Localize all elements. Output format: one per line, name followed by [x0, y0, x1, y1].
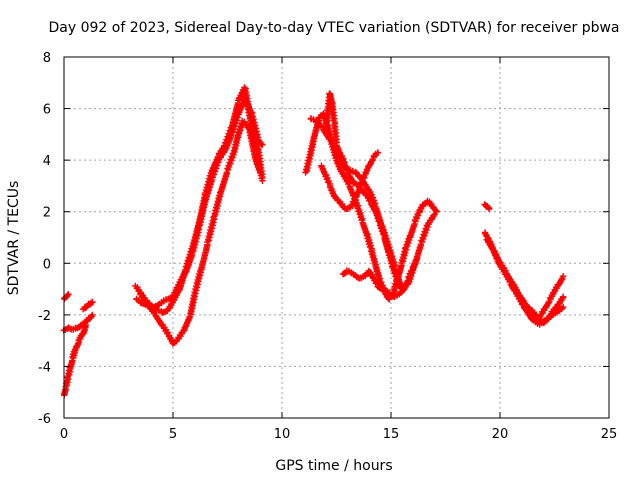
series-track: [60, 311, 96, 334]
series-track: [61, 291, 72, 303]
x-tick-label: 20: [492, 427, 509, 442]
data-point: [431, 211, 438, 218]
x-tick-label: 25: [601, 427, 618, 442]
data-point: [370, 257, 377, 264]
axis-ticks: 0 5 10 15 20 25 -6 -4 -2 0 2 4 6 8: [38, 51, 617, 442]
y-tick-label: -4: [38, 360, 51, 375]
x-tick-label: 0: [60, 427, 68, 442]
data-point: [545, 299, 552, 306]
y-tick-label: 4: [43, 154, 51, 169]
x-tick-label: 10: [274, 427, 291, 442]
data-point: [374, 149, 382, 156]
data-point: [409, 263, 417, 270]
data-point: [64, 292, 71, 299]
data-point: [89, 311, 96, 319]
series-track: [61, 322, 89, 399]
x-tick-label: 5: [169, 427, 177, 442]
data-point: [558, 305, 566, 312]
series-track: [339, 254, 421, 300]
data-point: [89, 298, 96, 306]
data-point: [224, 141, 231, 148]
series-track: [481, 201, 493, 213]
y-tick-label: -6: [38, 412, 51, 427]
data-point: [560, 273, 567, 280]
y-axis-label: SDTVAR / TECUs: [6, 181, 22, 296]
data-point: [312, 127, 319, 134]
data-point: [226, 135, 233, 142]
data-point: [65, 291, 72, 298]
data-point: [368, 248, 375, 255]
series-track: [514, 290, 567, 326]
data-point: [259, 177, 266, 184]
y-tick-label: 6: [43, 103, 51, 118]
data-point: [560, 303, 567, 311]
data-point: [221, 146, 229, 154]
y-tick-label: -2: [38, 309, 51, 324]
data-point: [346, 184, 354, 192]
series-track: [79, 298, 96, 313]
data-point: [430, 212, 437, 219]
chart-title: Day 092 of 2023, Sidereal Day-to-day VTE…: [48, 20, 619, 36]
data-points: [60, 84, 567, 399]
data-point: [223, 144, 230, 151]
data-point: [225, 138, 232, 145]
series-track: [318, 149, 382, 213]
data-point: [371, 259, 378, 267]
y-tick-label: 0: [43, 257, 51, 272]
grid-lines: [64, 57, 609, 418]
data-point: [369, 254, 377, 261]
y-tick-label: 8: [43, 51, 51, 66]
plot-frame: [63, 56, 610, 419]
data-point: [414, 254, 421, 262]
data-point: [560, 293, 567, 300]
data-point: [259, 141, 266, 148]
x-axis-label: GPS time / hours: [275, 458, 392, 474]
data-point: [369, 251, 376, 258]
data-point: [88, 313, 95, 320]
data-point: [201, 200, 208, 207]
data-point: [199, 205, 207, 213]
series-track: [137, 94, 266, 311]
data-point: [485, 205, 493, 213]
y-tick-label: 2: [43, 206, 51, 221]
data-point: [236, 128, 243, 135]
data-point: [432, 207, 439, 214]
series-track: [322, 90, 406, 293]
x-tick-label: 15: [383, 427, 400, 442]
